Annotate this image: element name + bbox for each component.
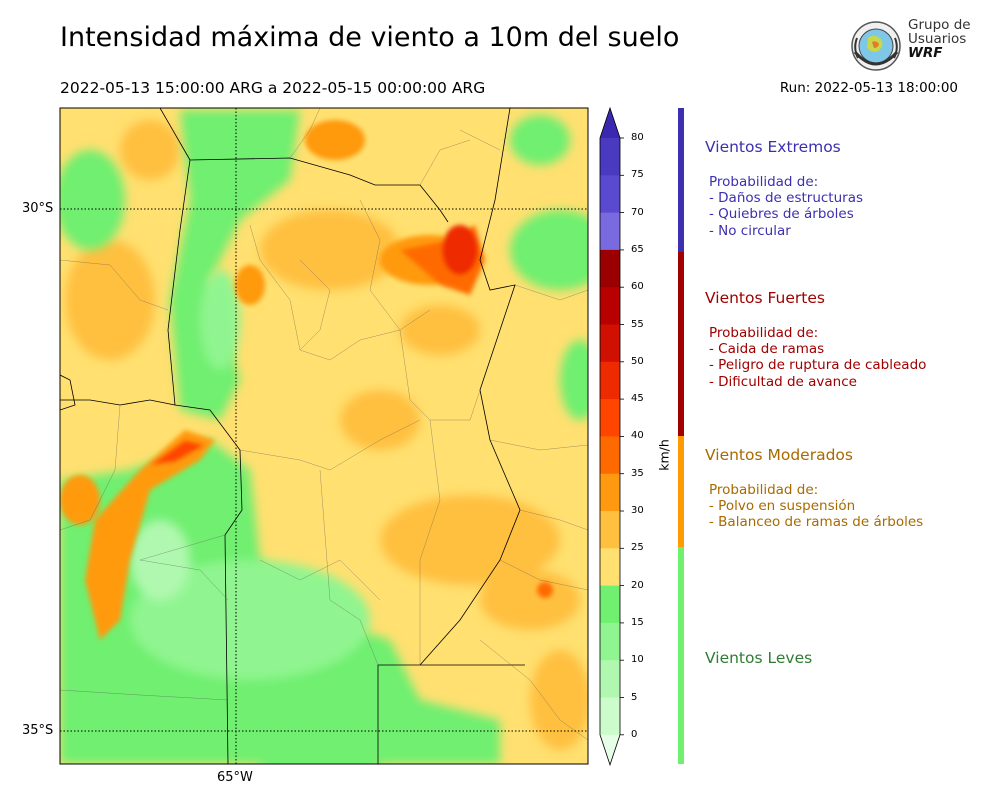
colorbar-box bbox=[600, 249, 620, 288]
grupo-wrf-logo: Grupo de Usuarios WRF bbox=[848, 18, 973, 73]
lat-label-35s: 35°S bbox=[22, 723, 54, 738]
colorbar-tick-label: 35 bbox=[631, 467, 644, 479]
category-line: Probabilidad de: bbox=[709, 482, 819, 498]
category-bar-extremos bbox=[678, 108, 684, 252]
logo-line-1: Grupo de bbox=[908, 17, 971, 33]
colorbar-box bbox=[600, 287, 620, 325]
colorbar-extend-min bbox=[600, 734, 620, 765]
category-line: Probabilidad de: bbox=[709, 325, 819, 341]
category-line: - Dificultad de avance bbox=[709, 373, 857, 390]
colorbar-box bbox=[600, 511, 620, 549]
colorbar-tick-label: 20 bbox=[631, 579, 644, 591]
category-bar-moderados bbox=[678, 436, 684, 547]
category-line: - Peligro de ruptura de cableado bbox=[709, 357, 927, 374]
category-line: - Daños de estructuras bbox=[709, 190, 864, 207]
category-leves: Vientos Leves bbox=[705, 649, 812, 667]
category-line: - Quiebres de árboles bbox=[709, 206, 854, 223]
colorbar-box bbox=[600, 361, 620, 400]
category-line: - Balanceo de ramas de árboles bbox=[709, 514, 924, 531]
colorbar-box bbox=[600, 697, 620, 736]
colorbar-box bbox=[600, 212, 620, 251]
colorbar-tick-label: 70 bbox=[631, 206, 644, 218]
colorbar-box bbox=[600, 324, 620, 363]
forecast-period: 2022-05-13 15:00:00 ARG a 2022-05-15 00:… bbox=[60, 79, 486, 97]
colorbar-box bbox=[600, 585, 620, 624]
globe-emblem-icon bbox=[851, 21, 901, 71]
category-line: Probabilidad de: bbox=[709, 174, 819, 190]
wind-field bbox=[60, 108, 588, 764]
category-line: - Polvo en suspensión bbox=[709, 498, 856, 515]
lat-label-30s: 30°S bbox=[22, 201, 54, 216]
colorbar-tick-label: 40 bbox=[631, 430, 644, 442]
colorbar-box bbox=[600, 622, 620, 661]
category-moderados: Vientos Moderados Probabilidad de: - Pol… bbox=[705, 446, 923, 531]
category-title: Vientos Fuertes bbox=[705, 289, 825, 307]
colorbar-tick-label: 65 bbox=[631, 243, 644, 255]
colorbar-tick-label: 55 bbox=[631, 318, 644, 330]
category-line: - Caida de ramas bbox=[709, 341, 825, 358]
colorbar-tick-label: 50 bbox=[631, 355, 644, 367]
category-line: - No circular bbox=[709, 222, 791, 239]
colorbar-tick-label: 60 bbox=[631, 281, 644, 293]
logo-line-3: WRF bbox=[908, 45, 943, 61]
map-title: Intensidad máxima de viento a 10m del su… bbox=[60, 22, 680, 53]
colorbar-tick-label: 30 bbox=[631, 505, 644, 516]
colorbar-box bbox=[600, 399, 620, 437]
colorbar-box bbox=[600, 548, 620, 587]
colorbar-tick-label: 45 bbox=[631, 393, 644, 405]
category-title: Vientos Extremos bbox=[705, 138, 841, 156]
category-bar-leves bbox=[678, 547, 684, 764]
colorbar-unit-label: km/h bbox=[656, 439, 672, 471]
colorbar-tick-label: 15 bbox=[631, 616, 644, 628]
lon-label-65w: 65°W bbox=[217, 770, 253, 785]
category-title: Vientos Leves bbox=[705, 649, 813, 667]
run-timestamp: Run: 2022-05-13 18:00:00 bbox=[779, 80, 958, 96]
colorbar-tick-label: 10 bbox=[631, 654, 644, 666]
colorbar-tick-label: 75 bbox=[631, 169, 644, 181]
colorbar-tick-label: 80 bbox=[631, 132, 644, 143]
wind-speed-colorbar bbox=[599, 106, 624, 767]
logo-line-2: Usuarios bbox=[908, 31, 967, 47]
colorbar-box bbox=[600, 436, 620, 475]
colorbar-extend-max bbox=[600, 108, 620, 138]
colorbar-tick-label: 25 bbox=[631, 542, 644, 554]
colorbar-box bbox=[600, 138, 620, 176]
category-bar-fuertes bbox=[678, 252, 684, 436]
category-title: Vientos Moderados bbox=[705, 446, 853, 464]
colorbar-box bbox=[600, 175, 620, 214]
colorbar-tick-label: 0 bbox=[631, 728, 638, 740]
colorbar-box bbox=[600, 660, 620, 698]
colorbar-box bbox=[600, 473, 620, 512]
category-extremos: Vientos Extremos Probabilidad de: - Daño… bbox=[705, 138, 863, 239]
colorbar-tick-label: 5 bbox=[631, 691, 638, 703]
category-fuertes: Vientos Fuertes Probabilidad de: - Caida… bbox=[705, 289, 926, 390]
